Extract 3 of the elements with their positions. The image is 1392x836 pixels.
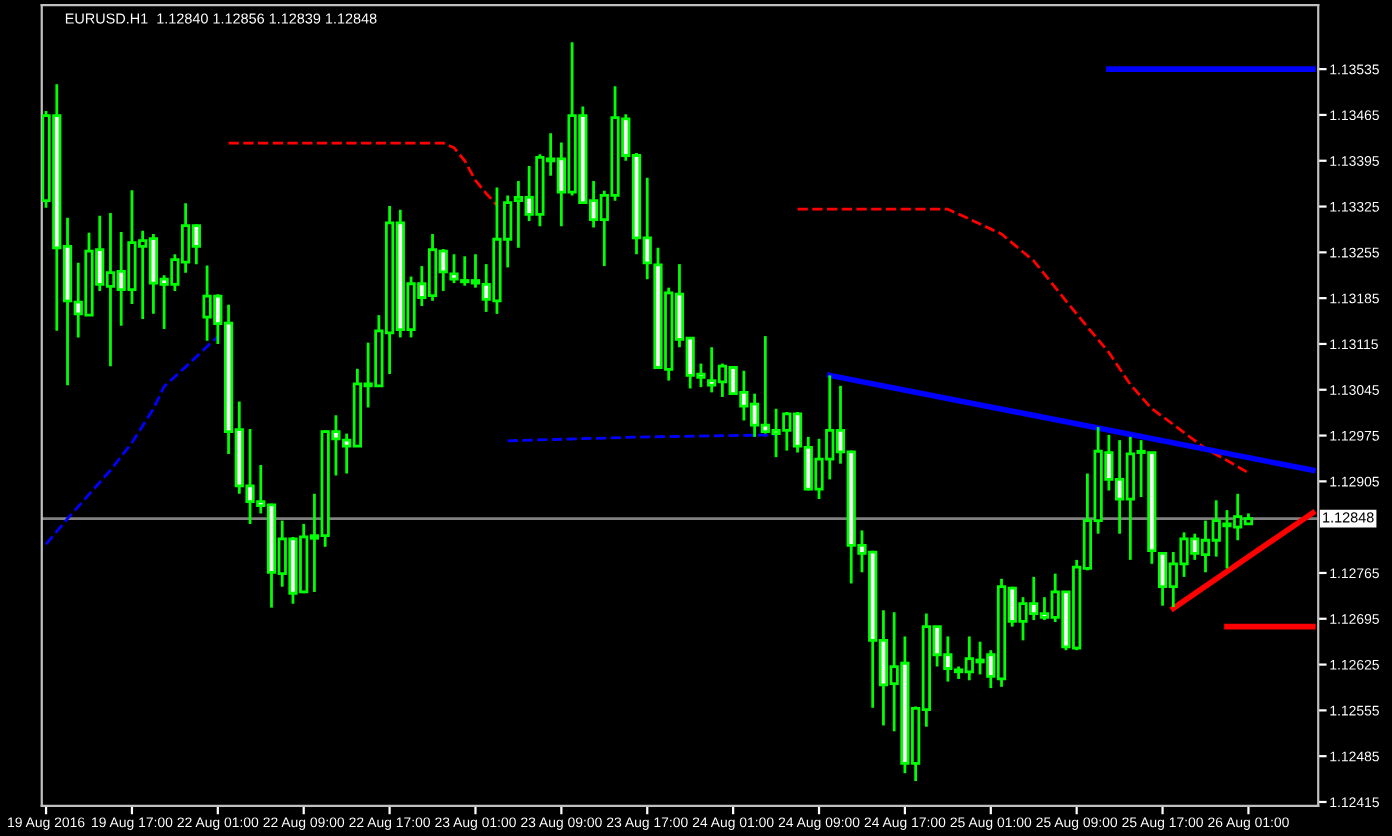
line-series [227, 141, 499, 207]
line-series [44, 335, 220, 546]
line-series [796, 207, 1250, 475]
